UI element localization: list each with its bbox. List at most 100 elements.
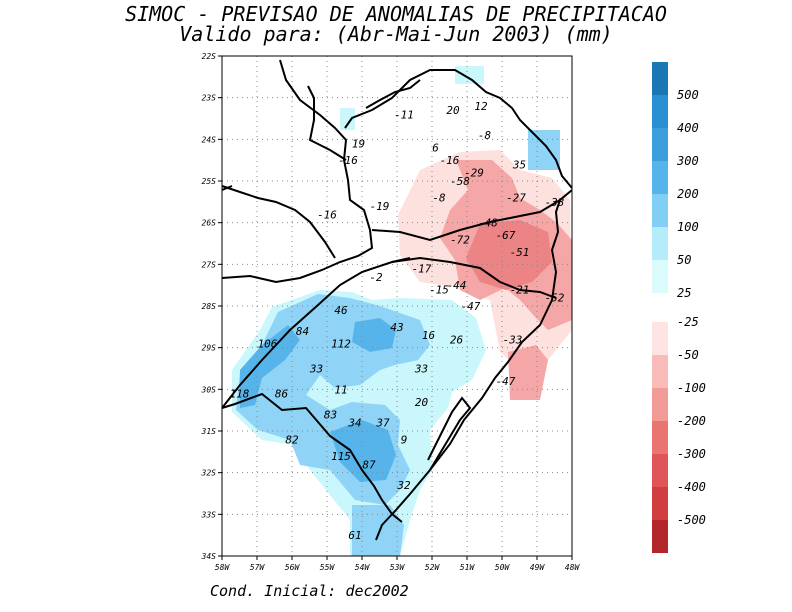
colorbar-label-positive: 50 (677, 253, 691, 267)
x-tick-label: 54W (355, 563, 371, 572)
y-axis-ticks: 22S 23S 24S 25S 26S 27S 28S 29S 30S 31S 32S 33S 34S (201, 52, 222, 561)
anomaly-value: -33 (503, 333, 523, 346)
anomaly-value: -47 (461, 300, 481, 313)
colorbar-swatch-negative (652, 520, 668, 553)
anomaly-value: 112 (331, 338, 351, 351)
colorbar-swatch-negative (652, 487, 668, 520)
y-tick-label: 32S (201, 469, 217, 478)
colorbar-label-negative: -25 (677, 315, 699, 329)
x-tick-label: 55W (320, 563, 336, 572)
initial-condition-label: Cond. Inicial: dec2002 (210, 582, 409, 600)
y-tick-label: 29S (202, 344, 217, 353)
anomaly-value: 37 (375, 417, 390, 430)
colorbar-label-positive: 200 (677, 187, 699, 201)
x-tick-label: 48W (565, 563, 581, 572)
paraguay-river (221, 185, 336, 259)
colorbar-swatch-negative (652, 355, 668, 388)
colorbar-label-positive: 25 (677, 286, 691, 300)
colorbar-swatch-negative (652, 388, 668, 421)
anomaly-value: 61 (348, 529, 361, 542)
anomaly-value: 86 (275, 388, 289, 401)
anomaly-value: 46 (334, 304, 348, 317)
anomaly-value: 115 (331, 450, 351, 463)
y-tick-label: 31S (201, 427, 217, 436)
y-tick-label: 27S (202, 260, 217, 269)
anomaly-value: 34 (347, 417, 361, 430)
y-tick-label: 34S (201, 552, 217, 561)
anomaly-value: 84 (296, 325, 309, 338)
anomaly-value: -58 (450, 175, 470, 188)
x-tick-label: 51W (460, 563, 476, 572)
y-tick-label: 28S (202, 302, 217, 311)
coastline (375, 189, 573, 541)
x-tick-label: 50W (495, 563, 511, 572)
anomaly-value: 20 (415, 396, 429, 409)
colorbar-label-negative: -100 (677, 381, 706, 395)
colorbar-label-negative: -500 (677, 513, 706, 527)
brazil-uruguay-border (221, 392, 403, 523)
colorbar-label-positive: 300 (676, 154, 699, 168)
anomaly-value: -67 (496, 229, 516, 242)
anomaly-value: 82 (285, 433, 299, 446)
anomaly-value: -2 (369, 271, 383, 284)
anomaly-value: -16 (440, 154, 460, 167)
anomaly-value: 33 (309, 363, 323, 376)
colorbar-label-negative: -300 (677, 447, 706, 461)
anomaly-value: -51 (510, 246, 530, 259)
colorbar-swatch-positive (652, 95, 668, 128)
anomaly-value: 118 (230, 388, 250, 401)
anomaly-value: 12 (474, 100, 488, 113)
x-tick-label: 56W (285, 563, 301, 572)
state-border-sc-pr (371, 199, 561, 242)
colorbar: 500 400 300 200 100 50 25 -25 -50 -100 -200 -300 -40… (652, 62, 706, 553)
positive-anomaly-mid-east (528, 130, 560, 170)
anomaly-value: -16 (338, 154, 358, 167)
colorbar-swatch-negative (652, 322, 668, 355)
positive-anomaly-dark-region (240, 325, 300, 408)
y-tick-label: 24S (202, 135, 217, 144)
y-tick-label: 22S (202, 52, 217, 61)
anomaly-value: 16 (422, 329, 436, 342)
anomaly-value: -29 (464, 167, 484, 180)
anomaly-value: -19 (370, 200, 390, 213)
positive-anomaly-light-north (340, 66, 484, 130)
anomaly-value: 6 (432, 142, 439, 155)
colorbar-label-negative: -200 (677, 414, 706, 428)
positive-anomaly-mid-south (352, 505, 404, 556)
colorbar-swatch-negative (652, 454, 668, 487)
graticule (222, 56, 572, 556)
anomaly-value: -16 (317, 208, 337, 221)
anomaly-value: 9 (401, 433, 408, 446)
y-tick-label: 25S (202, 177, 217, 186)
state-border-rs-sc (391, 256, 557, 299)
anomaly-value: -48 (478, 217, 498, 230)
sp-ms-border (365, 79, 421, 109)
colorbar-swatch-positive (652, 227, 668, 260)
anomaly-value: 87 (362, 458, 376, 471)
boundaries (221, 59, 573, 541)
x-axis-ticks: 58W 57W 56W 55W 54W 53W 52W 51W 50W 49W 48W (215, 556, 581, 572)
x-tick-label: 49W (530, 563, 546, 572)
anomaly-value: 20 (446, 104, 460, 117)
anomaly-value: 35 (512, 158, 526, 171)
y-tick-label: 26S (202, 219, 217, 228)
brazil-argentina-border (221, 257, 411, 409)
state-border-pr-sp (344, 69, 573, 189)
colorbar-label-negative: -400 (677, 480, 706, 494)
colorbar-swatch-positive (652, 194, 668, 227)
positive-anomaly-dark-center (352, 318, 396, 352)
x-tick-label: 53W (390, 563, 406, 572)
lagoa-dos-patos (427, 396, 472, 471)
anomaly-value: -8 (478, 129, 492, 142)
x-tick-label: 58W (215, 563, 231, 572)
anomaly-value: -72 (450, 233, 470, 246)
colorbar-label-positive: 500 (677, 88, 699, 102)
colorbar-swatch-positive (652, 260, 668, 293)
y-tick-label: 30S (201, 385, 217, 394)
anomaly-value: 106 (258, 338, 278, 351)
anomaly-value: -17 (412, 263, 432, 276)
map-subtitle: Valido para: (Abr-Mai-Jun 2003) (mm) (179, 22, 613, 46)
anomaly-value: -47 (496, 375, 516, 388)
